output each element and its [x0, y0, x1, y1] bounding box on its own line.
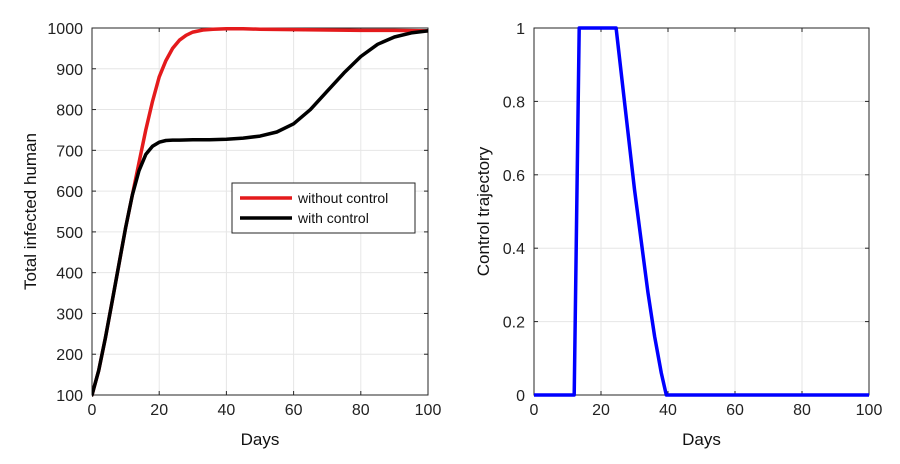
x-tick-label: 0 — [88, 402, 97, 419]
chart-panel-1: 0 20 40 60 80 100 100 200 300 400 500 600 700 800 900 1… — [21, 21, 441, 449]
chart-panel-2: 0 20 40 60 80 100 0 0.2 0.4 0.6 0.8 1 Days Control tr… — [474, 21, 882, 449]
x-tick-label: 100 — [415, 402, 442, 419]
y-tick-label: 1000 — [47, 21, 83, 38]
y-tick-label: 0.2 — [503, 315, 525, 332]
x-tick-label: 40 — [659, 402, 677, 419]
x-axis-label: Days — [241, 430, 280, 449]
y-tick-label: 1 — [516, 21, 525, 38]
legend-box — [231, 182, 416, 234]
x-tick-label: 60 — [285, 402, 303, 419]
legend: without control with control — [231, 182, 416, 234]
series-line-1 — [534, 26, 869, 397]
legend-label: with control — [297, 210, 369, 226]
y-tick-label: 800 — [56, 103, 83, 120]
x-axis-label: Days — [682, 430, 721, 449]
y-tick-label: 0.8 — [503, 94, 525, 111]
y-tick-label: 600 — [56, 184, 83, 201]
y-axis-label: Control trajectory — [474, 146, 493, 276]
series-line-with-control — [92, 29, 428, 397]
x-tick-label: 100 — [856, 402, 883, 419]
legend-label: without control — [297, 190, 388, 206]
x-tick-label: 80 — [793, 402, 811, 419]
y-tick-label: 0.6 — [503, 168, 525, 185]
x-tick-label: 60 — [726, 402, 744, 419]
y-tick-label: 400 — [56, 266, 83, 283]
x-tick-label: 0 — [530, 402, 539, 419]
x-tick-label: 20 — [150, 402, 168, 419]
y-tick-label: 0 — [516, 388, 525, 405]
x-tick-label: 20 — [592, 402, 610, 419]
y-tick-label: 900 — [56, 62, 83, 79]
x-tick-label: 80 — [352, 402, 370, 419]
y-tick-label: 500 — [56, 225, 83, 242]
y-tick-label: 200 — [56, 347, 83, 364]
y-axis-label: Total infected human — [21, 133, 40, 290]
y-tick-label: 100 — [56, 388, 83, 405]
x-tick-label: 40 — [218, 402, 236, 419]
y-tick-label: 0.4 — [503, 241, 525, 258]
y-tick-label: 700 — [56, 143, 83, 160]
plot-area — [534, 28, 869, 395]
y-tick-label: 300 — [56, 306, 83, 323]
